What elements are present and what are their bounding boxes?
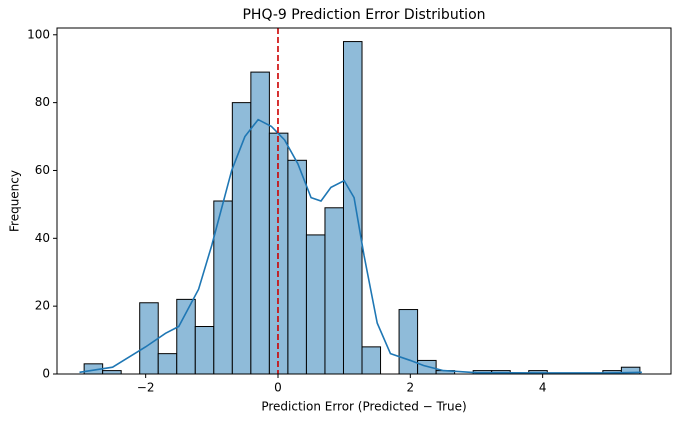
bar xyxy=(324,207,344,375)
bar xyxy=(194,326,215,375)
y-tick-label: 40 xyxy=(35,231,50,245)
bar xyxy=(287,159,307,375)
x-axis-label: Prediction Error (Predicted − True) xyxy=(261,400,466,414)
y-tick-label: 20 xyxy=(35,299,50,313)
plot-frame xyxy=(56,27,672,375)
bar xyxy=(305,234,326,375)
y-axis-label: Frequency xyxy=(8,170,22,232)
x-tick-label: 4 xyxy=(539,381,547,395)
bar xyxy=(157,353,178,375)
y-tick-label: 0 xyxy=(42,367,50,381)
bar xyxy=(176,298,196,375)
x-tick-label: 2 xyxy=(406,381,414,395)
kde-line xyxy=(79,118,642,374)
x-tick-label: −2 xyxy=(137,381,155,395)
x-tick-label: 0 xyxy=(274,381,282,395)
bar xyxy=(139,302,159,375)
chart-title: PHQ-9 Prediction Error Distribution xyxy=(242,7,485,23)
bar xyxy=(342,41,363,375)
bar xyxy=(398,309,419,375)
bar xyxy=(250,71,270,375)
bar xyxy=(361,346,382,375)
bar xyxy=(102,370,122,375)
y-tick-label: 80 xyxy=(35,95,50,109)
y-tick-label: 60 xyxy=(35,163,50,177)
y-tick-label: 100 xyxy=(27,27,50,41)
